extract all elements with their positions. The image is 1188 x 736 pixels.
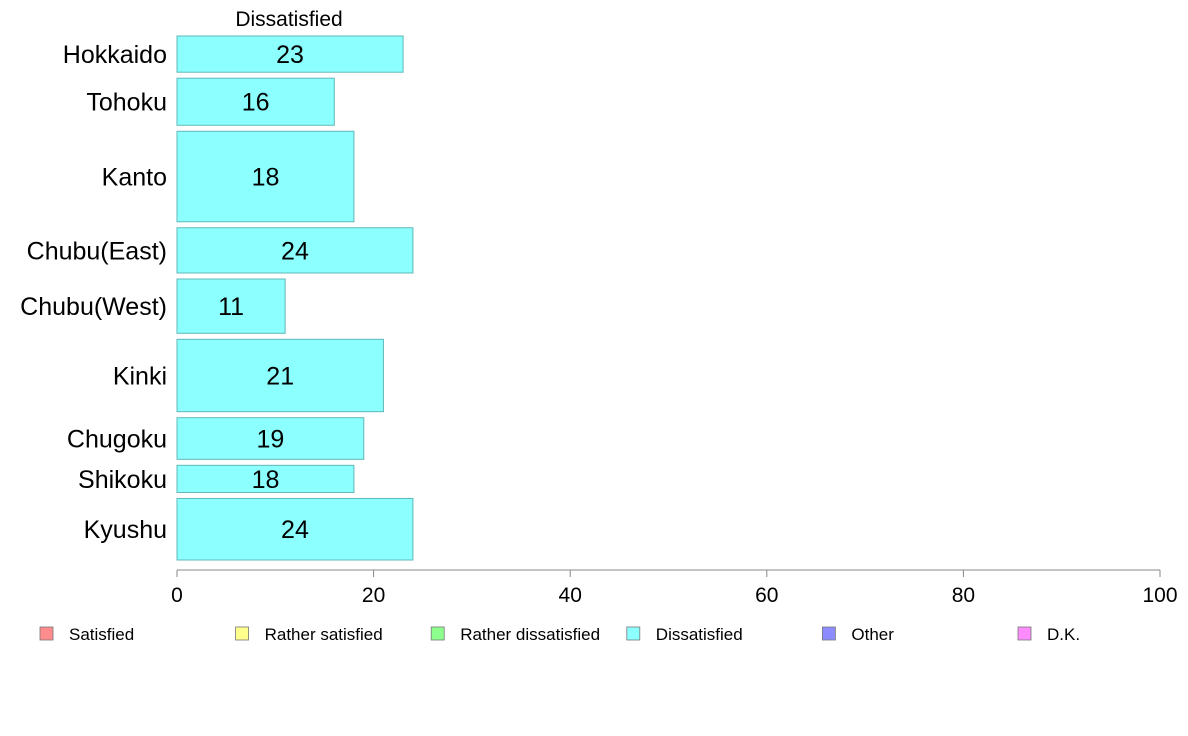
bar-kinki	[176, 338, 384, 413]
x-tick-label: 60	[755, 584, 778, 607]
category-label: Chugoku	[67, 426, 167, 454]
bar-value-label: 18	[252, 164, 280, 192]
legend-label: D.K.	[1047, 625, 1080, 644]
bar-chubu-east-	[176, 227, 414, 274]
category-label: Kyushu	[84, 516, 167, 544]
x-tick-label: 0	[171, 584, 183, 607]
x-tick-label: 40	[559, 584, 582, 607]
bar-chubu-west-	[176, 278, 286, 334]
bar-value-label: 16	[242, 89, 270, 117]
category-label: Kinki	[113, 362, 167, 390]
bar-value-label: 18	[252, 466, 280, 494]
bar-chugoku	[176, 417, 365, 460]
bar-hokkaido	[176, 35, 404, 73]
category-label: Tohoku	[86, 89, 167, 117]
legend-swatch	[235, 626, 250, 641]
x-tick-label: 100	[1142, 584, 1177, 607]
legend-label: Rather satisfied	[265, 625, 383, 644]
category-label: Chubu(West)	[20, 293, 167, 321]
series-title: Dissatisfied	[235, 8, 342, 31]
x-tick-label: 20	[362, 584, 385, 607]
legend-label: Satisfied	[69, 625, 134, 644]
x-tick-label: 80	[952, 584, 975, 607]
bar-value-label: 24	[281, 237, 309, 265]
legend: Satisfied Rather satisfied Rather dissatis…	[39, 625, 1080, 644]
bar-value-label: 19	[256, 426, 284, 454]
bar-kyushu	[176, 497, 414, 561]
bar-value-label: 24	[281, 516, 309, 544]
bars-group: Hokkaido 23 Tohoku 16 Kanto 18 Chubu(East) 24 Ch…	[20, 35, 414, 561]
bar-value-label: 21	[266, 362, 294, 390]
bar-kanto	[176, 130, 355, 223]
legend-swatch	[1017, 626, 1032, 641]
bar-value-label: 23	[276, 41, 304, 69]
bar-tohoku	[176, 77, 335, 126]
legend-swatch	[430, 626, 445, 641]
legend-swatch	[39, 626, 54, 641]
category-label: Shikoku	[78, 466, 167, 494]
category-label: Hokkaido	[63, 41, 167, 69]
category-label: Chubu(East)	[27, 237, 167, 265]
legend-swatch	[626, 626, 641, 641]
category-label: Kanto	[102, 164, 167, 192]
legend-label: Dissatisfied	[656, 625, 743, 644]
legend-label: Rather dissatisfied	[460, 625, 600, 644]
bar-shikoku	[176, 464, 355, 493]
bar-value-label: 11	[218, 293, 244, 321]
legend-label: Other	[851, 625, 894, 644]
legend-swatch	[822, 626, 836, 641]
x-axis: 0 20 40 60 80 100	[171, 569, 1178, 607]
